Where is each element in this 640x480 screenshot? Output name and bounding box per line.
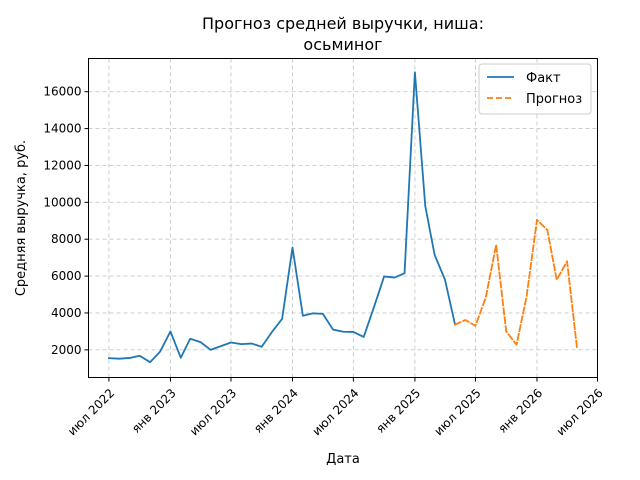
series-layer (107, 71, 579, 364)
chart-title-line-1: Прогноз средней выручки, ниша: (202, 14, 484, 33)
y-tick-label: 6000 (51, 269, 82, 283)
x-tick-label: янв 2025 (373, 386, 423, 436)
legend-label-forecast: Прогноз (526, 92, 582, 107)
x-axis-label: Дата (326, 452, 360, 467)
axis-ticks: июл 2022 янв 2023 июл 2023 янв 2024 июл 2024… (43, 85, 606, 439)
plot-frame (88, 58, 598, 378)
x-tick-label: янв 2026 (495, 386, 545, 436)
y-tick-label: 16000 (43, 85, 81, 99)
x-tick-label: июл 2025 (431, 386, 483, 438)
grid (88, 58, 598, 378)
legend: Факт Прогноз (478, 63, 592, 115)
y-tick-label: 12000 (43, 158, 81, 172)
y-tick-label: 8000 (51, 232, 82, 246)
series-line-forecast (453, 218, 579, 350)
x-tick-label: июл 2023 (187, 386, 239, 438)
y-tick-label: 10000 (43, 195, 81, 209)
chart-title-line-2: осьминог (303, 35, 382, 54)
x-tick-label: янв 2023 (129, 386, 179, 436)
x-tick-label: июл 2022 (65, 386, 117, 438)
y-tick-label: 2000 (51, 343, 82, 357)
x-tick-label: июл 2026 (554, 386, 606, 438)
x-tick-label: июл 2024 (309, 386, 361, 438)
x-tick-label: янв 2024 (251, 386, 301, 436)
y-axis-label: Средняя выручка, руб. (14, 140, 29, 296)
legend-label-fact: Факт (526, 71, 561, 86)
y-tick-label: 4000 (51, 306, 82, 320)
y-tick-label: 14000 (43, 122, 81, 136)
series-line-fact (107, 71, 457, 364)
